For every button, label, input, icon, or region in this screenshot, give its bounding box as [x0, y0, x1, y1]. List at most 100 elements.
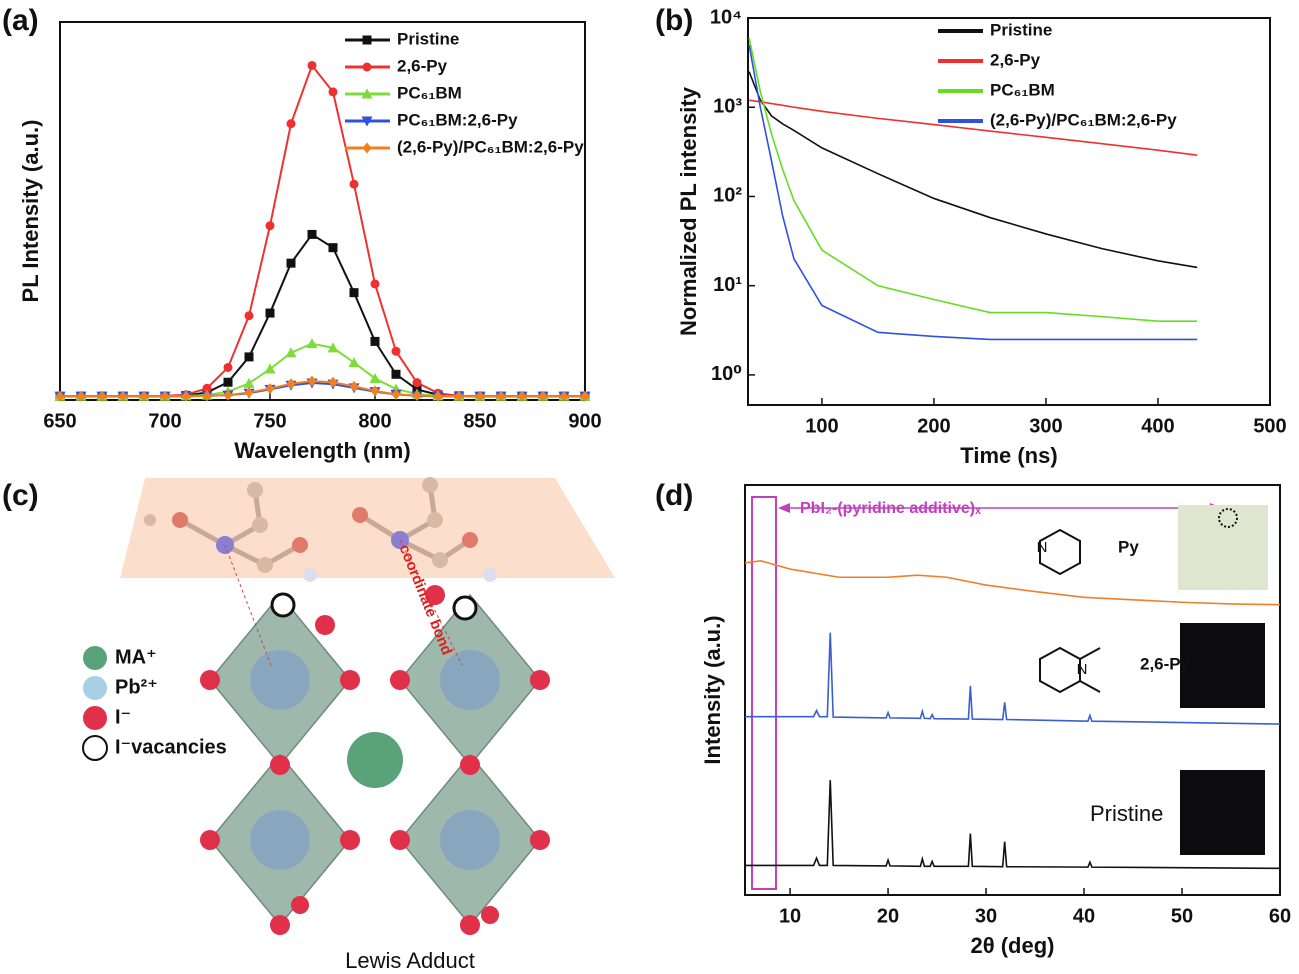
y-axis-label: Intensity (a.u.) — [700, 615, 725, 764]
marker — [244, 352, 254, 362]
molecule-drawing — [1039, 528, 1081, 576]
marker — [328, 243, 338, 253]
molecules — [144, 477, 497, 582]
marker — [475, 390, 485, 402]
legend-swatch — [83, 706, 107, 730]
marker — [454, 390, 464, 402]
x-tick-label: 750 — [253, 410, 286, 432]
series-label: Pristine — [1090, 801, 1163, 826]
legend-label: Pristine — [990, 20, 1052, 39]
marker — [265, 383, 275, 395]
x-tick-label: 10 — [779, 905, 801, 927]
legend-label: (2,6-Py)/PC₆₁BM:2,6-Py — [990, 110, 1177, 129]
legend-swatch — [83, 646, 107, 670]
marker — [349, 380, 359, 392]
marker — [412, 389, 422, 401]
bond-line — [399, 539, 463, 666]
y-tick-label: 10¹ — [713, 274, 742, 296]
vacancy — [452, 595, 478, 621]
marker — [362, 142, 372, 154]
marker — [244, 311, 254, 321]
marker — [361, 116, 373, 127]
marker — [244, 386, 254, 398]
legend-label: Pb²⁺ — [115, 676, 158, 698]
xrd-decorations: PbI₂-(pyridine additive)ₓ N N — [751, 496, 1268, 890]
marker — [286, 258, 296, 268]
x-axis-label: Time (ns) — [960, 443, 1057, 468]
marker — [306, 338, 318, 349]
panel-label: (a) — [2, 4, 39, 37]
marker — [97, 390, 107, 402]
legend-swatch — [82, 735, 108, 761]
marker — [361, 88, 373, 99]
marker — [327, 342, 339, 353]
legend-label: 2,6-Py — [397, 56, 448, 75]
x-tick-label: 700 — [148, 410, 181, 432]
marker — [391, 346, 401, 356]
x-tick-label: 400 — [1141, 415, 1174, 437]
marker — [391, 369, 401, 379]
marker — [307, 375, 317, 387]
series-line — [749, 99, 1198, 156]
marker — [307, 229, 317, 239]
atom-label: N — [1077, 661, 1088, 678]
marker — [202, 383, 212, 393]
panel-label: (c) — [2, 479, 39, 512]
marker — [496, 390, 506, 402]
marker — [202, 390, 212, 402]
series-line — [745, 780, 1281, 870]
marker — [223, 377, 233, 387]
legend-label: I⁻ — [115, 706, 131, 728]
marker — [580, 390, 590, 402]
legend-label: PC₆₁BM:2,6-Py — [397, 110, 518, 129]
x-tick-label: 30 — [975, 905, 997, 927]
plot-frame — [744, 484, 1281, 896]
x-axis-label: Wavelength (nm) — [234, 438, 410, 463]
x-tick-label: 100 — [805, 415, 838, 437]
x-tick-label: 40 — [1073, 905, 1095, 927]
x-axis-label: 2θ (deg) — [970, 933, 1054, 958]
x-tick-label: 800 — [358, 410, 391, 432]
marker — [328, 87, 338, 97]
molecule-drawing — [1039, 646, 1081, 694]
legend-label: Pristine — [397, 29, 459, 48]
marker — [118, 390, 128, 402]
atom-label: N — [1037, 539, 1048, 556]
lewis-adduct-illustration: coordinate bond MA⁺ Pb²⁺ I⁻ I⁻vacancies … — [2, 477, 615, 973]
marker — [307, 60, 317, 70]
photo — [1178, 505, 1268, 590]
x-tick-label: 650 — [43, 410, 76, 432]
x-tick-label: 200 — [917, 415, 950, 437]
marker — [181, 390, 191, 402]
plot-frame — [59, 21, 586, 401]
marker — [160, 390, 170, 402]
marker — [139, 390, 149, 402]
x-tick-label: 50 — [1171, 905, 1193, 927]
marker — [55, 390, 65, 402]
marker — [286, 119, 296, 129]
y-tick-label: 10⁰ — [711, 363, 742, 385]
legend-label: (2,6-Py)/PC₆₁BM:2,6-Py — [397, 137, 584, 156]
photo — [1180, 770, 1265, 855]
marker — [370, 336, 380, 346]
molecule-drawing — [1079, 680, 1101, 693]
plot-frame — [747, 17, 1271, 406]
photo — [1180, 623, 1265, 708]
legend-swatch — [83, 676, 107, 700]
marker — [538, 390, 548, 402]
x-tick-label: 300 — [1029, 415, 1062, 437]
marker — [348, 357, 360, 368]
x-tick-label: 850 — [463, 410, 496, 432]
molecule-drawing — [1079, 647, 1101, 660]
legend-label: I⁻vacancies — [115, 736, 227, 758]
marker — [517, 390, 527, 402]
marker — [412, 378, 422, 388]
marker — [223, 362, 233, 372]
panel-label: (b) — [655, 4, 693, 37]
x-tick-label: 20 — [877, 905, 899, 927]
annotation: PbI₂-(pyridine additive)ₓ — [800, 500, 981, 517]
x-tick-label: 900 — [568, 410, 601, 432]
ma-sphere — [347, 732, 403, 788]
y-tick-label: 10² — [713, 185, 742, 207]
